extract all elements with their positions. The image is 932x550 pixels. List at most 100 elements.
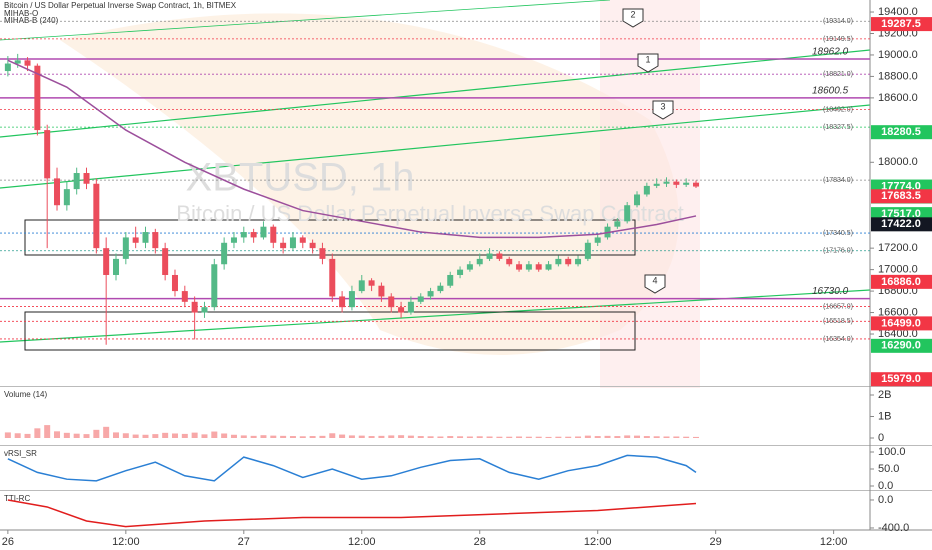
- y-tick-label: 18000.0: [878, 156, 918, 168]
- candle-body: [54, 178, 61, 206]
- volume-bar: [4, 432, 11, 438]
- pane-title: TTI-RC: [4, 494, 30, 503]
- volume-bar: [142, 434, 149, 438]
- price-label: 17683.5: [881, 190, 921, 202]
- volume-bar: [240, 435, 247, 438]
- candle-body: [142, 232, 149, 243]
- volume-bar: [181, 433, 188, 438]
- candle-body: [614, 221, 621, 227]
- candle-body: [575, 258, 582, 265]
- y-tick-label: 1B: [878, 410, 891, 422]
- candle-body: [230, 237, 237, 243]
- volume-bar: [34, 428, 41, 438]
- price-label-box: [871, 338, 932, 353]
- callout: [637, 53, 659, 73]
- volume-bar: [113, 432, 119, 438]
- level-label: 16730.0: [812, 286, 849, 297]
- volume-bar: [496, 436, 503, 438]
- candle-body: [24, 60, 31, 66]
- candle-body: [634, 194, 641, 206]
- candle-body: [368, 280, 375, 286]
- trendline: [0, 49, 871, 138]
- volume-bar: [221, 433, 228, 438]
- candle-body: [132, 237, 139, 243]
- candle-body: [693, 182, 699, 187]
- candle-body: [565, 258, 572, 265]
- shading: [60, 13, 679, 355]
- level-label: (19149.5): [823, 36, 853, 43]
- volume-bar: [368, 436, 375, 438]
- volume-bar: [230, 434, 237, 438]
- y-tick-label: 18600.0: [878, 92, 918, 104]
- y-tick-label: 19400.0: [878, 6, 918, 18]
- volume-bar: [44, 425, 51, 438]
- candle-body: [211, 264, 218, 308]
- volume-bar: [339, 434, 346, 438]
- volume-bar: [309, 436, 316, 438]
- volume-bar: [624, 435, 631, 438]
- volume-bar: [604, 435, 611, 438]
- volume-bar: [555, 436, 562, 438]
- y-tick-label: 0: [878, 432, 884, 444]
- volume-bar: [24, 433, 31, 438]
- y-tick-label: -400.0: [878, 522, 909, 534]
- title: Bitcoin / US Dollar Perpetual Inverse Sw…: [4, 1, 237, 10]
- x-tick-label: 12:00: [348, 536, 376, 548]
- volume-bar: [358, 435, 365, 438]
- candle-body: [535, 264, 542, 270]
- price-label-box: [871, 372, 932, 387]
- volume-bar: [93, 429, 100, 438]
- volume-bar: [614, 436, 621, 438]
- candle-body: [407, 301, 414, 313]
- callout: [652, 100, 674, 120]
- volume-bar: [643, 436, 650, 438]
- volume-bar: [417, 436, 424, 438]
- candle-body: [339, 296, 346, 308]
- volume-bar: [299, 436, 306, 438]
- price-label-box: [871, 189, 932, 204]
- candle-body: [250, 232, 257, 238]
- level-label: (17340.5): [823, 230, 853, 237]
- x-tick-label: 12:00: [820, 536, 848, 548]
- volume-bar: [663, 436, 670, 438]
- candle-body: [122, 237, 129, 259]
- volume-bar: [407, 435, 414, 438]
- volume-bar: [486, 436, 493, 438]
- volume-bar: [122, 433, 129, 438]
- price-label: 19287.5: [881, 18, 921, 30]
- price-label-box: [871, 17, 932, 32]
- volume-bar: [162, 432, 169, 438]
- candle-body: [516, 264, 523, 270]
- price-label-box: [871, 125, 932, 140]
- x-tick-label: 12:00: [112, 536, 140, 548]
- candle-body: [653, 183, 660, 186]
- volume-bar: [683, 436, 690, 438]
- volume-bar: [201, 434, 208, 438]
- volume-bar: [14, 433, 21, 438]
- price-label: 16499.0: [881, 317, 921, 329]
- y-tick-label: 16600.0: [878, 306, 918, 318]
- y-tick-label: 16400.0: [878, 328, 918, 340]
- x-tick-label: 29: [710, 536, 722, 548]
- candle-body: [673, 181, 680, 185]
- callout: [622, 8, 644, 28]
- candle-body: [171, 274, 178, 292]
- callout-label: 1: [645, 54, 650, 64]
- volume-bar: [270, 435, 277, 438]
- candle-body: [63, 189, 70, 206]
- level-label: (16354.0): [823, 336, 853, 343]
- volume-bar: [388, 435, 395, 438]
- y-tick-label: 19000.0: [878, 49, 918, 61]
- volume-bar: [348, 435, 355, 438]
- candle-body: [260, 226, 267, 238]
- volume-bar: [634, 435, 641, 438]
- volume-bar: [535, 436, 542, 438]
- level-label: (18821.0): [823, 71, 853, 78]
- candle-body: [496, 253, 503, 259]
- candle-body: [152, 232, 159, 249]
- candle-body: [221, 242, 228, 265]
- volume-bar: [289, 436, 296, 438]
- candle-body: [457, 269, 464, 275]
- candle-body: [663, 181, 670, 184]
- price-label: 18280.5: [881, 126, 921, 138]
